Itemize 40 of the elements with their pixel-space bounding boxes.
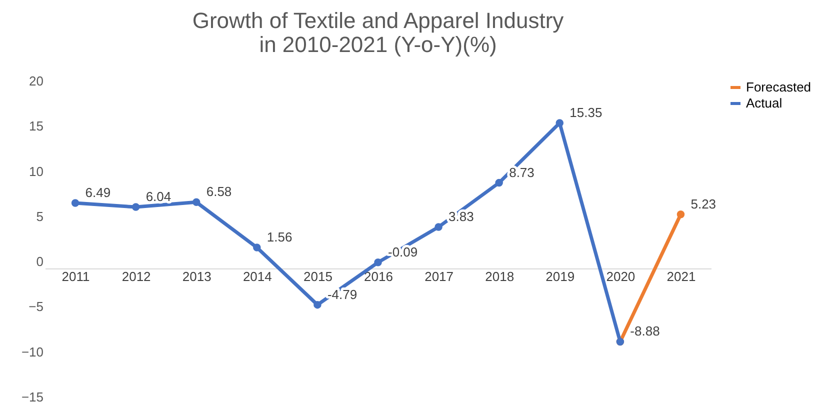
y-tick-label: −5 (28, 299, 44, 314)
point (495, 178, 503, 187)
point (556, 119, 564, 127)
data-label: -8.88 (630, 324, 660, 339)
point (132, 203, 140, 211)
x-tick-label: 2017 (424, 268, 454, 284)
legend-label: Actual (746, 96, 782, 110)
point (314, 300, 322, 309)
point (434, 223, 442, 231)
x-tick-label: 2013 (182, 268, 212, 284)
y-tick-label: −15 (21, 390, 44, 404)
x-tick-label: 2020 (606, 268, 636, 284)
data-label: 1.56 (266, 229, 292, 244)
y-tick-label: −10 (21, 344, 44, 360)
x-tick-label: 2012 (122, 268, 151, 284)
legend-label: Forecasted (746, 80, 812, 94)
x-tick-label: 2016 (364, 268, 393, 284)
x-tick-label: 2019 (546, 268, 575, 284)
x-tick-label: 2015 (303, 268, 332, 284)
point (374, 258, 382, 266)
data-label: 6.58 (206, 184, 232, 200)
x-tick-label: 2018 (485, 268, 514, 284)
point (676, 210, 685, 218)
y-tick-label: 5 (36, 208, 44, 224)
y-tick-label: 10 (29, 164, 44, 179)
x-tick-label: 2021 (666, 268, 696, 284)
data-label: 5.23 (690, 196, 716, 212)
chart-title: Growth of Textile and Apparel Industry in 2010-2021 (Y-o-Y)(%) (192, 8, 564, 57)
y-tick-label: 0 (36, 254, 44, 270)
data-label: 15.35 (570, 104, 602, 120)
x-tick-label: 2014 (242, 268, 272, 284)
data-label: 6.04 (146, 189, 172, 204)
y-tick-label: 15 (29, 118, 44, 134)
point (192, 198, 200, 206)
data-label: 6.49 (85, 184, 111, 200)
y-tick-label: 20 (29, 74, 44, 88)
point (253, 244, 261, 252)
point (71, 199, 80, 207)
x-tick-label: 2011 (62, 268, 90, 284)
data-label: 8.73 (509, 164, 534, 180)
